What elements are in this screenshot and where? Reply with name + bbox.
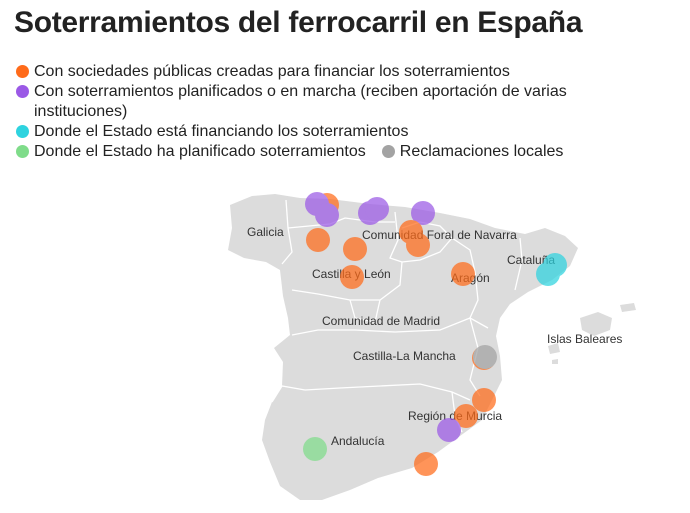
marker-public-company[interactable] <box>454 404 478 428</box>
marker-public-company[interactable] <box>414 452 438 476</box>
marker-state-planned[interactable] <box>303 437 327 461</box>
label-madrid: Comunidad de Madrid <box>322 314 440 328</box>
legend-label: Donde el Estado ha planificado soterrami… <box>34 143 366 160</box>
marker-public-company[interactable] <box>343 237 367 261</box>
page-title: Soterramientos del ferrocarril en España <box>14 6 583 39</box>
legend-item-state-financing[interactable]: Donde el Estado está financiando los sot… <box>16 122 656 142</box>
gray-dot-icon <box>381 145 395 158</box>
legend-label: Con sociedades públicas creadas para fin… <box>34 63 510 80</box>
legend-item-state-planned[interactable]: Donde el Estado ha planificado soterrami… <box>16 142 366 162</box>
marker-public-company[interactable] <box>306 228 330 252</box>
legend-label: Reclamaciones locales <box>399 143 564 160</box>
formentera-island <box>552 359 558 364</box>
label-baleares: Islas Baleares <box>547 332 622 346</box>
location-markers <box>303 192 567 476</box>
marker-planned-multi[interactable] <box>411 201 435 225</box>
label-castilla-mancha: Castilla-La Mancha <box>353 349 456 363</box>
label-galicia: Galicia <box>247 225 284 239</box>
marker-planned-multi[interactable] <box>315 203 339 227</box>
marker-planned-multi[interactable] <box>365 197 389 221</box>
legend-item-local-claims[interactable]: Reclamaciones locales <box>381 142 564 162</box>
orange-dot-icon <box>16 65 29 78</box>
label-andalucia: Andalucía <box>331 434 385 448</box>
marker-public-company[interactable] <box>406 233 430 257</box>
legend: Con sociedades públicas creadas para fin… <box>16 62 656 162</box>
menorca-island <box>620 303 636 312</box>
marker-planned-multi[interactable] <box>437 418 461 442</box>
mallorca-island <box>580 312 612 336</box>
purple-dot-icon <box>16 85 29 98</box>
cyan-dot-icon <box>16 125 29 138</box>
legend-item-planned-multi[interactable]: Con soterramientos planificados o en mar… <box>16 82 656 122</box>
ibiza-island <box>548 343 560 354</box>
legend-item-public-companies[interactable]: Con sociedades públicas creadas para fin… <box>16 62 656 82</box>
legend-label: Con soterramientos planificados o en mar… <box>34 83 567 120</box>
green-dot-icon <box>16 145 29 158</box>
marker-public-company[interactable] <box>451 262 475 286</box>
label-navarra: Comunidad Foral de Navarra <box>362 228 517 242</box>
marker-state-financing[interactable] <box>536 262 560 286</box>
legend-label: Donde el Estado está financiando los sot… <box>34 123 409 140</box>
marker-local-claim[interactable] <box>473 345 497 369</box>
marker-public-company[interactable] <box>340 265 364 289</box>
peninsula-landmass <box>228 194 578 500</box>
marker-public-company[interactable] <box>472 388 496 412</box>
